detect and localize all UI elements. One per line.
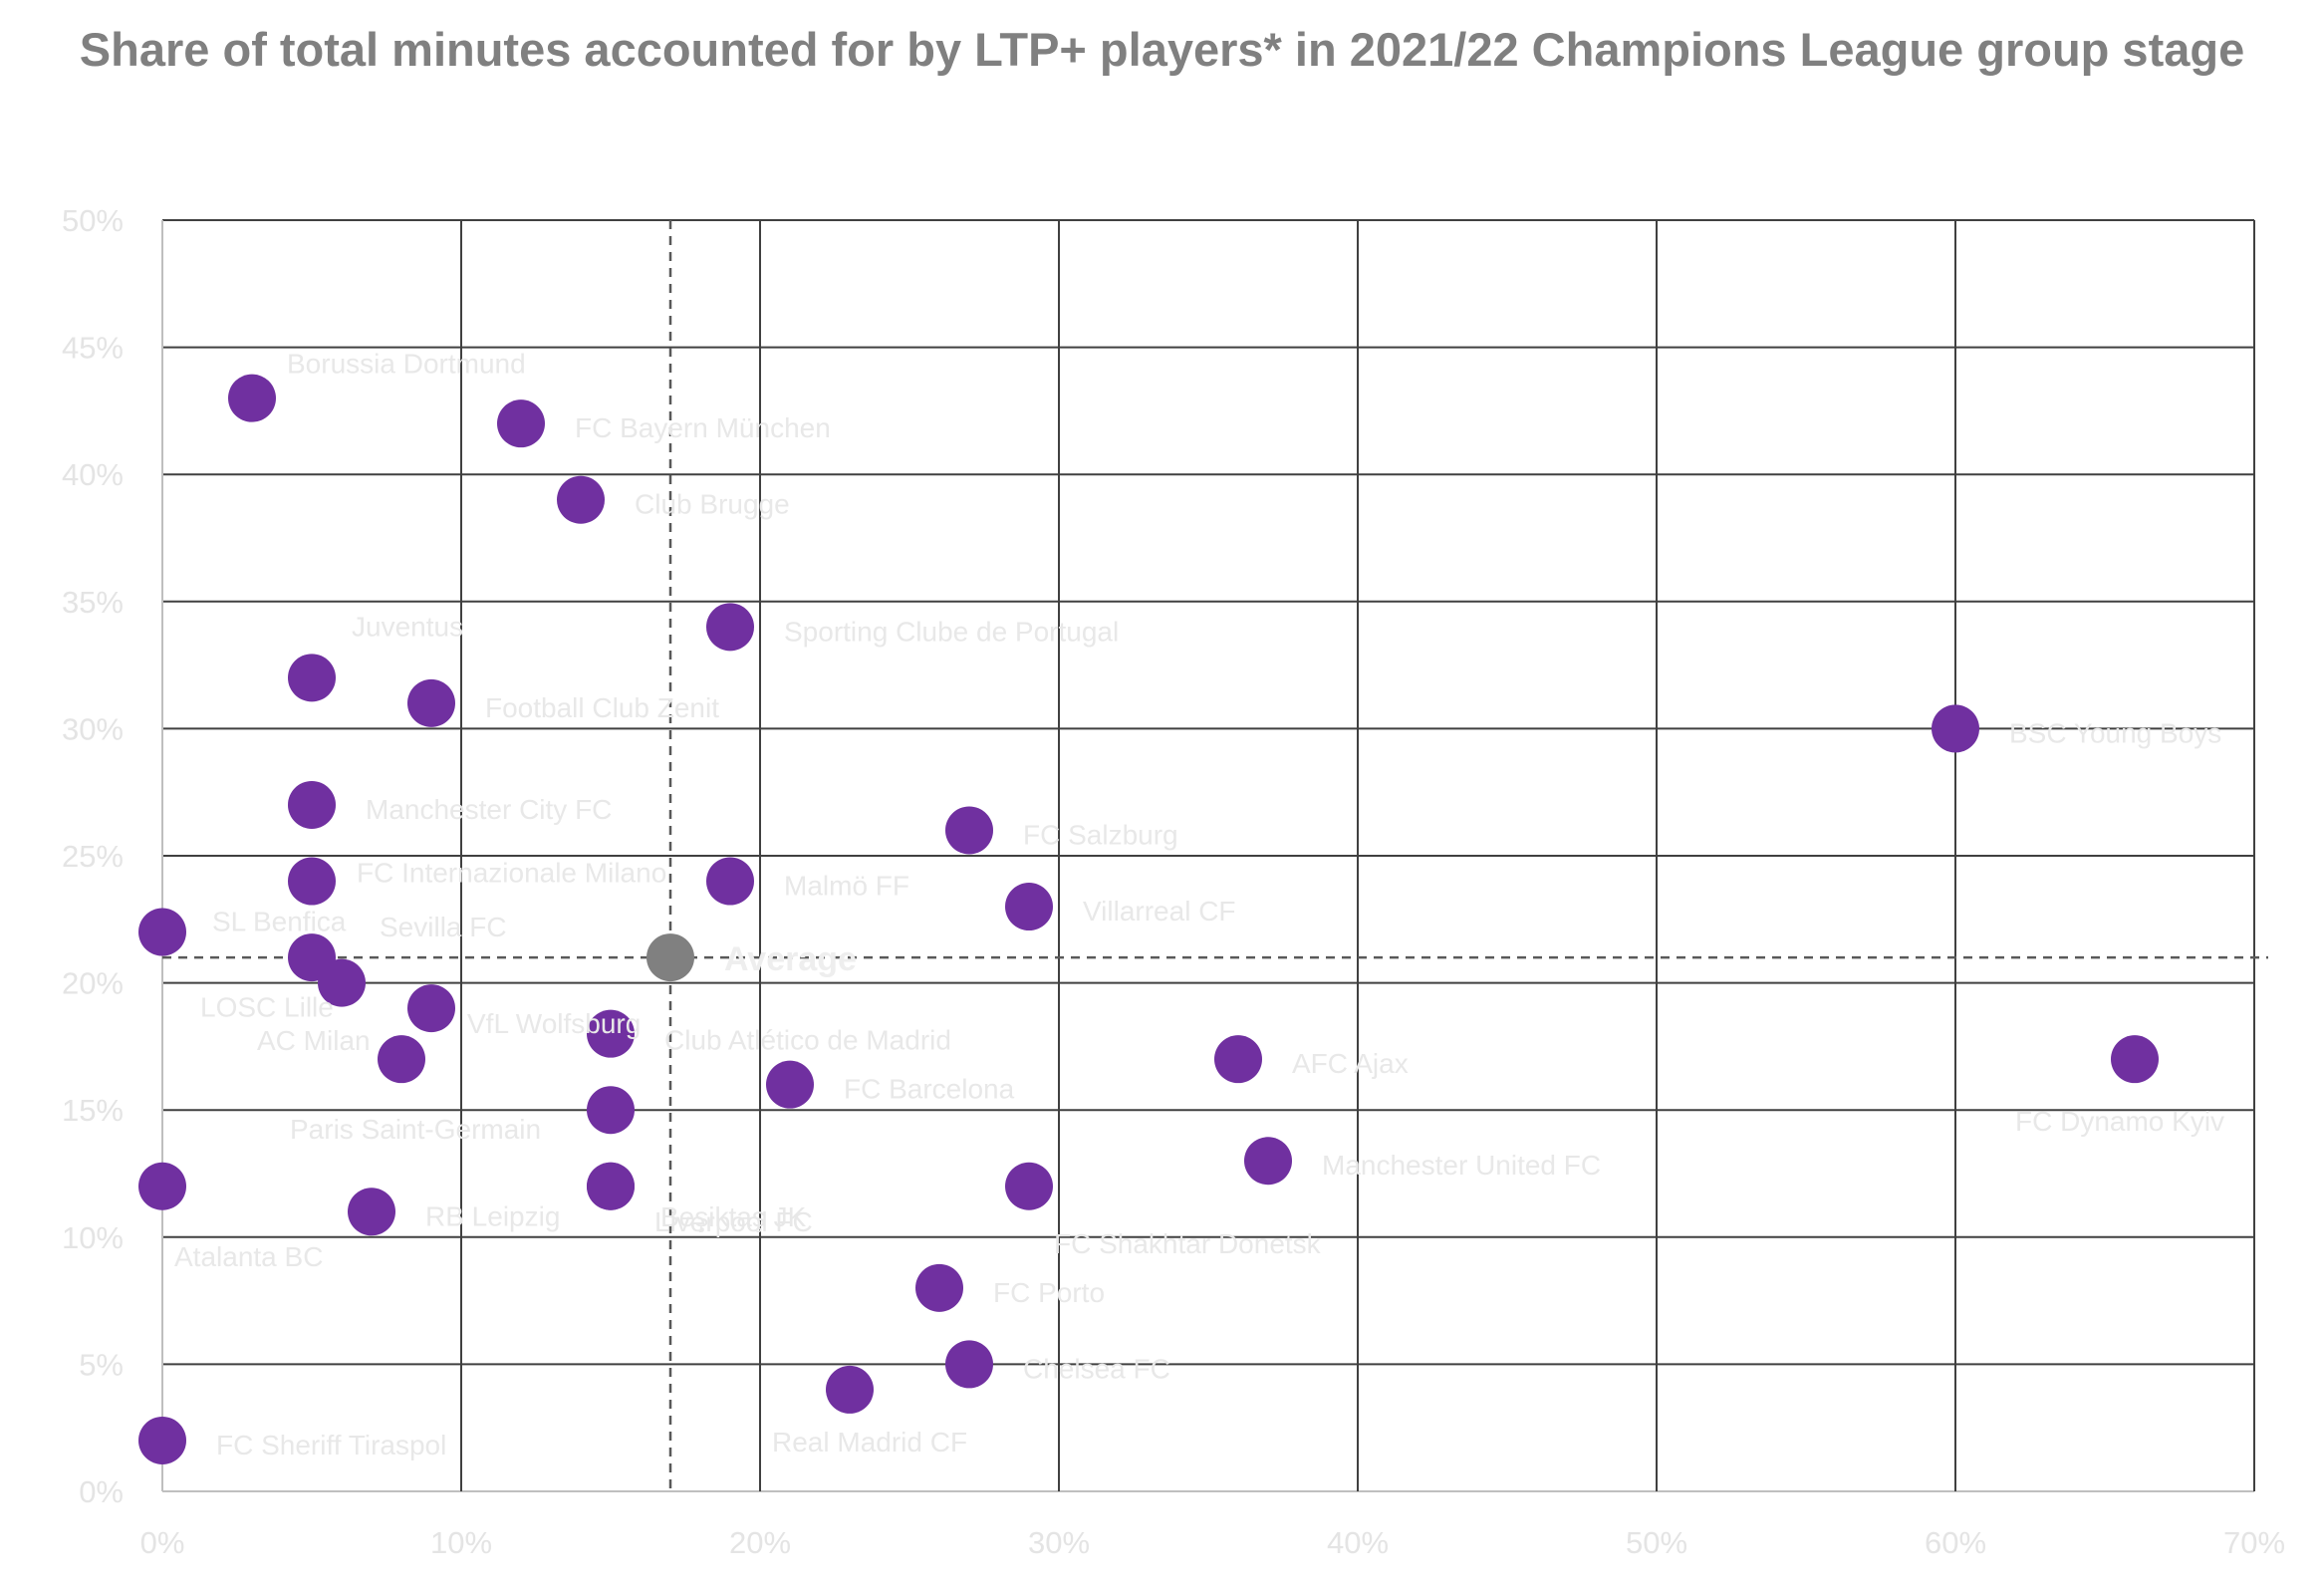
data-point-label: FC Dynamo Kyiv	[2015, 1106, 2224, 1137]
y-tick-label: 45%	[62, 331, 124, 366]
data-point	[587, 1162, 635, 1210]
data-point-label: BSC Young Boys	[2009, 717, 2221, 748]
data-point-label: FC Porto	[993, 1277, 1105, 1308]
data-point-label: FC Sheriff Tiraspol	[216, 1430, 446, 1460]
data-point-label: Real Madrid CF	[772, 1427, 967, 1457]
average-lines	[162, 220, 2268, 1491]
data-point-label: Villarreal CF	[1083, 896, 1236, 926]
data-point-label: Sporting Clube de Portugal	[784, 616, 1119, 647]
data-point-label: RB Leipzig	[425, 1200, 560, 1231]
data-point-label: FC Barcelona	[844, 1074, 1015, 1105]
data-point-label: Borussia Dortmund	[287, 349, 526, 380]
chart-title: Share of total minutes accounted for by …	[79, 23, 2245, 76]
data-point-label: Football Club Zenit	[485, 692, 719, 723]
y-tick-label: 0%	[79, 1474, 124, 1509]
data-point	[288, 857, 336, 906]
y-tick-label: 30%	[62, 711, 124, 746]
data-labels: Borussia Dortmund FC Bayern München Club B…	[174, 349, 2224, 1460]
data-point	[557, 475, 605, 524]
data-point-label: Club Atlético de Madrid	[664, 1025, 951, 1056]
data-point-label: Juventus	[352, 611, 463, 642]
data-point-label: FC Internazionale Milano	[357, 858, 666, 889]
data-point	[138, 1416, 186, 1464]
data-point	[497, 399, 545, 448]
data-point	[228, 374, 276, 422]
data-point-label: Manchester United FC	[1322, 1150, 1601, 1181]
data-point	[138, 1162, 186, 1210]
grid	[161, 219, 2255, 1492]
data-point	[1005, 883, 1053, 931]
y-tick-label: 50%	[62, 203, 124, 238]
data-point	[138, 908, 186, 956]
data-point	[288, 780, 336, 829]
data-point-label: Chelsea FC	[1023, 1353, 1170, 1384]
data-point-label: Club Brugge	[635, 489, 790, 520]
data-point-label: FC Salzburg	[1023, 819, 1178, 850]
data-point	[1214, 1035, 1262, 1084]
data-point	[766, 1060, 814, 1109]
data-point	[1005, 1162, 1053, 1210]
x-tick-label: 60%	[1925, 1525, 1986, 1560]
data-point	[407, 984, 455, 1033]
data-point-label: FC Shakhtar Donetsk	[1054, 1228, 1322, 1259]
data-point	[318, 958, 366, 1007]
data-point-label: Paris Saint-Germain	[290, 1114, 541, 1145]
data-point-label: Beşiktaş JK	[660, 1201, 807, 1232]
data-point-label: LOSC Lille	[200, 992, 334, 1023]
data-point	[348, 1188, 395, 1236]
data-point	[945, 1340, 993, 1389]
y-tick-label: 15%	[62, 1093, 124, 1128]
data-point	[2111, 1035, 2159, 1084]
data-point-label: Sevilla FC	[380, 912, 507, 942]
data-point	[407, 678, 455, 727]
average-point	[646, 933, 694, 982]
data-points	[138, 374, 2159, 1464]
data-point-label: VfL Wolfsburg	[467, 1008, 641, 1039]
data-point	[826, 1365, 874, 1414]
data-point	[1932, 704, 1979, 753]
data-point	[945, 806, 993, 855]
data-point	[378, 1035, 425, 1084]
data-point-label: SL Benfica	[212, 907, 347, 937]
x-tick-label: 70%	[2223, 1525, 2285, 1560]
data-point-label: Liverpool FC	[654, 1206, 813, 1237]
data-point	[288, 654, 336, 702]
y-tick-label: 40%	[62, 457, 124, 492]
y-tick-label: 35%	[62, 585, 124, 620]
x-tick-label: 30%	[1028, 1525, 1090, 1560]
data-point-label: FC Bayern München	[575, 412, 831, 443]
data-point	[706, 857, 754, 906]
y-tick-label: 20%	[62, 966, 124, 1001]
x-tick-label: 20%	[729, 1525, 791, 1560]
x-tick-label: 10%	[430, 1525, 492, 1560]
x-tick-label: 40%	[1327, 1525, 1389, 1560]
axis-ticks: 0% 5% 10% 15% 20% 25% 30% 35% 40% 45% 50% 0% 10% 20% 3…	[62, 203, 2285, 1560]
data-point	[1244, 1137, 1292, 1186]
data-point-label: Atalanta BC	[174, 1241, 323, 1272]
data-point-label: AC Milan	[257, 1025, 371, 1056]
data-point	[915, 1263, 963, 1312]
y-tick-label: 10%	[62, 1220, 124, 1255]
data-point-label: Manchester City FC	[366, 794, 612, 825]
y-tick-label: 5%	[79, 1347, 124, 1382]
data-point-label: AFC Ajax	[1292, 1048, 1409, 1079]
x-tick-label: 50%	[1626, 1525, 1687, 1560]
x-tick-label: 0%	[140, 1525, 185, 1560]
data-point	[587, 1086, 635, 1135]
average-label: Average	[724, 940, 857, 978]
data-point-label: Malmö FF	[784, 871, 909, 902]
y-tick-label: 25%	[62, 839, 124, 874]
data-point	[706, 603, 754, 652]
data-point	[587, 1009, 635, 1058]
